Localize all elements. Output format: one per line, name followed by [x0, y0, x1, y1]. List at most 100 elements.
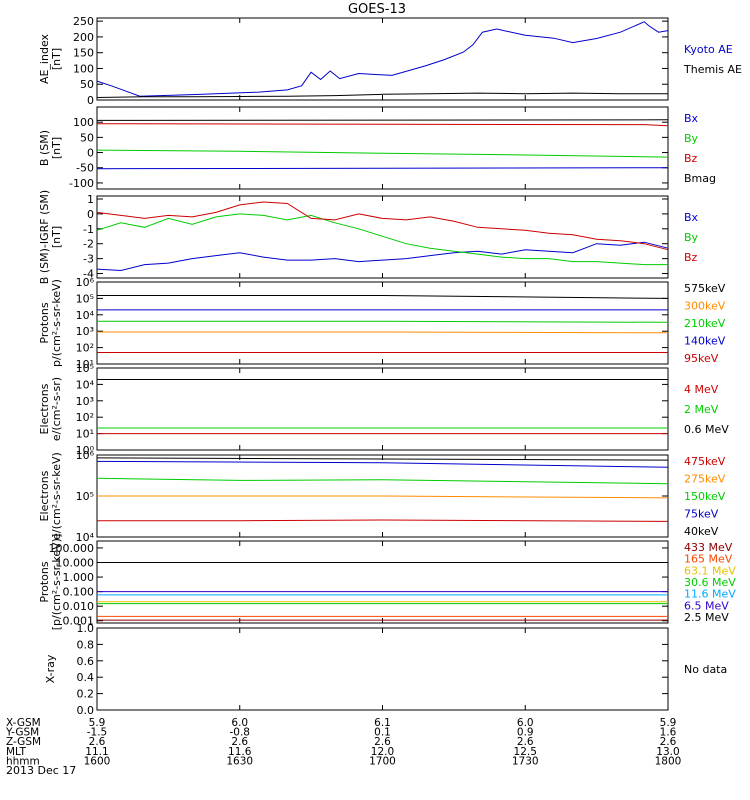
x-row-value: -0.8 — [230, 727, 251, 739]
x-row-label: MLT — [6, 746, 26, 758]
y-tick-label: 50 — [80, 131, 94, 144]
x-row-value: 2.6 — [660, 736, 677, 748]
legend-entry: 575keV — [684, 282, 726, 295]
legend-entry: 2.5 MeV — [684, 611, 729, 624]
x-row-value: 1730 — [512, 755, 539, 767]
x-row-value: 2.6 — [374, 736, 391, 748]
x-row-value: 6.1 — [374, 717, 391, 729]
x-row-value: 6.0 — [231, 717, 248, 729]
y-tick-label: 10³ — [76, 325, 94, 338]
x-row-value: 0.1 — [374, 727, 391, 739]
y-axis-label: B (SM)-IGRF (SM) — [38, 190, 51, 284]
y-tick-label: -3 — [83, 253, 94, 266]
x-row-value: 1700 — [369, 755, 396, 767]
y-tick-label: 200 — [73, 31, 94, 44]
x-row-value: 6.0 — [517, 717, 534, 729]
x-row-value: 1630 — [226, 755, 253, 767]
panel-2: -100 -50 0 50 100 B (SM) [nT] Bx By Bz Bmag — [38, 106, 716, 190]
x-row-value: 2.6 — [231, 736, 248, 748]
series-line-575kev — [97, 295, 669, 299]
series-line-bz — [96, 201, 669, 251]
y-tick-label: -1 — [83, 223, 94, 236]
legend-entry: Bx — [684, 211, 699, 224]
series-line-275kev — [97, 495, 669, 499]
y-axis-label: Protons — [38, 561, 51, 602]
y-tick-label: 0.4 — [77, 671, 95, 684]
y-tick-label: 10⁵ — [76, 490, 94, 503]
x-row-value: 13.0 — [656, 746, 679, 758]
legend-entry: 0.6 MeV — [684, 423, 729, 436]
y-axis-label: X-ray — [44, 654, 57, 683]
legend-entry: 275keV — [684, 473, 726, 486]
series-line-bx — [96, 241, 669, 272]
y-tick-label: 100 — [73, 116, 94, 129]
x-row-value: 2.6 — [517, 736, 534, 748]
x-row-value: 0.9 — [517, 727, 534, 739]
x-row-value: 1600 — [84, 755, 111, 767]
y-tick-label: 10³ — [76, 395, 94, 408]
y-tick-label: 100.000 — [49, 542, 95, 555]
legend-entry: 40keV — [684, 525, 719, 538]
y-tick-label: 10⁵ — [76, 292, 94, 305]
y-tick-label: 10¹ — [76, 358, 94, 371]
y-tick-label: 0.010 — [63, 600, 95, 613]
x-row-value: -1.5 — [87, 727, 108, 739]
y-axis-label: [nT] — [50, 137, 63, 159]
legend-entry: 300keV — [684, 300, 726, 313]
y-axis-label: [p/(cm²-s-sr-keV)] — [50, 534, 63, 631]
panel-frame — [96, 367, 669, 451]
y-axis-label: AE_index — [38, 33, 51, 84]
x-row-value: 12.0 — [371, 746, 394, 758]
legend-entry: 475keV — [684, 455, 726, 468]
x-axis-info: X-GSM 5.9 6.0 6.1 6.0 5.9 Y-GSM -1.5 -0.8 0.1 0.9 1… — [5, 717, 681, 767]
y-tick-label: 150 — [73, 47, 94, 60]
y-tick-label: 10⁴ — [76, 309, 95, 322]
legend-entry: 140keV — [684, 335, 726, 348]
panel-5: 10⁰ 10¹ 10² 10³ 10⁴ 10⁵ Electrons e/(cm²-s-sr) 4… — [38, 362, 729, 457]
legend-entry: 165 MeV — [684, 553, 733, 566]
series-line-bx — [96, 167, 669, 170]
legend-entry: Bz — [684, 152, 698, 165]
panel-frame — [96, 106, 669, 190]
y-tick-label: 10⁴ — [76, 378, 95, 391]
legend-entry: Bx — [684, 112, 699, 125]
panel-frame — [96, 17, 669, 101]
y-tick-label: 1.0 — [77, 622, 95, 635]
y-tick-label: 0 — [87, 147, 94, 160]
x-row-label: Y-GSM — [5, 727, 39, 739]
y-tick-label: 1 — [87, 193, 94, 206]
y-axis-label: [nT] — [50, 48, 63, 70]
series-line-by — [96, 149, 669, 158]
y-axis-label: e/(cm²-s-sr) — [50, 377, 63, 441]
legend-entry: 63.1 MeV — [684, 564, 736, 577]
x-row-value: 5.9 — [89, 717, 106, 729]
legend-entry: 4 MeV — [684, 383, 719, 396]
series-line-75kev — [96, 460, 669, 468]
y-tick-label: 10⁰ — [76, 444, 95, 457]
y-tick-label: 0.001 — [63, 615, 95, 628]
x-row-label: hhmm — [6, 755, 40, 767]
y-tick-label: -50 — [76, 162, 94, 175]
series-line-300kev — [97, 331, 669, 334]
y-tick-label: 0 — [87, 94, 94, 107]
y-axis-label: [nT] — [50, 226, 63, 248]
legend-no-data: No data — [684, 663, 727, 676]
legend-entry: Themis AE — [683, 63, 742, 76]
x-row-value: 2.6 — [89, 736, 106, 748]
y-tick-label: 0.6 — [77, 655, 95, 668]
panel-6: 10⁴ 10⁵ 10⁶ Electrons e/(cm²-s-sr-keV) 475keV… — [38, 449, 726, 544]
y-tick-label: 50 — [80, 78, 94, 91]
series-line-bz — [96, 123, 669, 127]
series-line-210kev — [97, 320, 669, 323]
x-row-value: 12.5 — [514, 746, 537, 758]
panel-frame — [96, 627, 669, 711]
y-tick-label: 0.2 — [77, 688, 95, 701]
y-axis-label: p/(cm²-s-sr-keV) — [50, 279, 63, 367]
y-tick-label: 1.000 — [63, 571, 95, 584]
y-tick-label: 10⁶ — [76, 449, 95, 462]
y-tick-label: 0.100 — [63, 586, 95, 599]
panel-frame — [96, 540, 669, 624]
panel-3: -4 -3 -2 -1 0 1 B (SM)-IGRF (SM) [nT] Bx By Bz — [38, 190, 699, 284]
x-row-label: Z-GSM — [6, 736, 41, 748]
